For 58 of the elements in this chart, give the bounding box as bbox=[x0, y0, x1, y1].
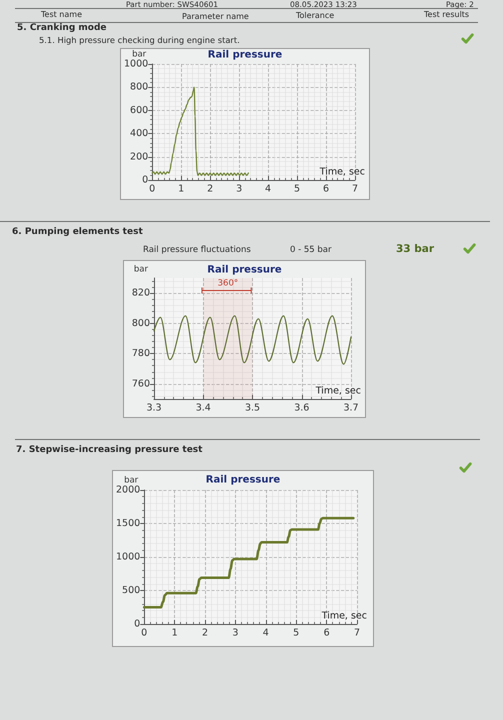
x-tick-label: 4 bbox=[265, 184, 272, 194]
x-tick-label: 2 bbox=[207, 184, 214, 194]
y-axis-title: bar bbox=[134, 264, 148, 274]
y-tick-label: 1000 bbox=[116, 552, 140, 562]
line-series bbox=[152, 86, 249, 176]
x-tick-label: 1 bbox=[178, 184, 184, 194]
x-tick-label: 4 bbox=[262, 628, 269, 638]
y-axis-title: bar bbox=[132, 50, 147, 60]
x-tick-label: 3 bbox=[232, 628, 238, 638]
x-tick-label: 3.7 bbox=[343, 402, 359, 414]
y-tick-label: 2000 bbox=[116, 484, 140, 496]
text: Test results bbox=[424, 10, 470, 20]
text: 6. Pumping elements test bbox=[12, 227, 143, 238]
x-tick-label: 1 bbox=[172, 628, 178, 638]
y-tick-label: 1000 bbox=[124, 58, 148, 70]
text: Test name bbox=[41, 10, 82, 20]
x-tick-label: 5 bbox=[293, 628, 300, 638]
y-tick-label: 760 bbox=[132, 378, 150, 390]
line-series bbox=[153, 315, 352, 365]
text: 7. Stepwise-increasing pressure test bbox=[16, 445, 202, 456]
band-label: 360° bbox=[218, 278, 238, 288]
x-tick-label: 7 bbox=[354, 628, 360, 638]
x-tick-label: 2 bbox=[202, 628, 208, 638]
text: Rail pressure fluctuations bbox=[143, 245, 251, 256]
x-tick-label: 3.4 bbox=[196, 402, 211, 414]
text: Tolerance bbox=[296, 11, 334, 21]
y-tick-label: 800 bbox=[130, 82, 148, 93]
text: Parameter name bbox=[182, 12, 249, 22]
x-tick-label: 6 bbox=[323, 184, 330, 194]
x-axis-title: Time, sec bbox=[320, 610, 367, 622]
x-tick-label: 3 bbox=[236, 184, 242, 194]
y-tick-label: 200 bbox=[130, 151, 148, 162]
x-tick-label: 3.6 bbox=[294, 402, 310, 414]
x-tick-label: 7 bbox=[352, 184, 358, 194]
y-tick-label: 0 bbox=[142, 174, 148, 186]
chart-title: Rail pressure bbox=[208, 50, 282, 60]
text: 33 bar bbox=[396, 243, 434, 256]
y-tick-label: 400 bbox=[130, 128, 148, 140]
x-axis-title: Time, sec bbox=[318, 166, 365, 178]
chart-title: Rail pressure bbox=[207, 264, 282, 276]
y-tick-label: 500 bbox=[122, 585, 140, 596]
y-tick-label: 800 bbox=[132, 318, 150, 329]
chart-title: Rail pressure bbox=[206, 474, 280, 486]
y-axis-title: bar bbox=[124, 476, 139, 486]
line-series bbox=[142, 516, 355, 608]
text: 0 - 55 bar bbox=[290, 245, 332, 256]
y-tick-label: 0 bbox=[134, 618, 140, 630]
x-axis-title: Time, sec bbox=[314, 386, 361, 396]
text: 5. Cranking mode bbox=[17, 23, 106, 34]
y-tick-label: 600 bbox=[130, 104, 148, 116]
y-tick-label: 1500 bbox=[116, 518, 140, 529]
x-tick-label: 3.3 bbox=[146, 402, 162, 414]
y-tick-label: 820 bbox=[132, 288, 150, 299]
text: 5.1. High pressure checking during engine start. bbox=[39, 35, 240, 46]
x-tick-label: 5 bbox=[294, 184, 300, 194]
x-tick-label: 6 bbox=[324, 628, 330, 638]
x-tick-label: 3.5 bbox=[244, 402, 260, 414]
y-tick-label: 780 bbox=[132, 348, 150, 360]
